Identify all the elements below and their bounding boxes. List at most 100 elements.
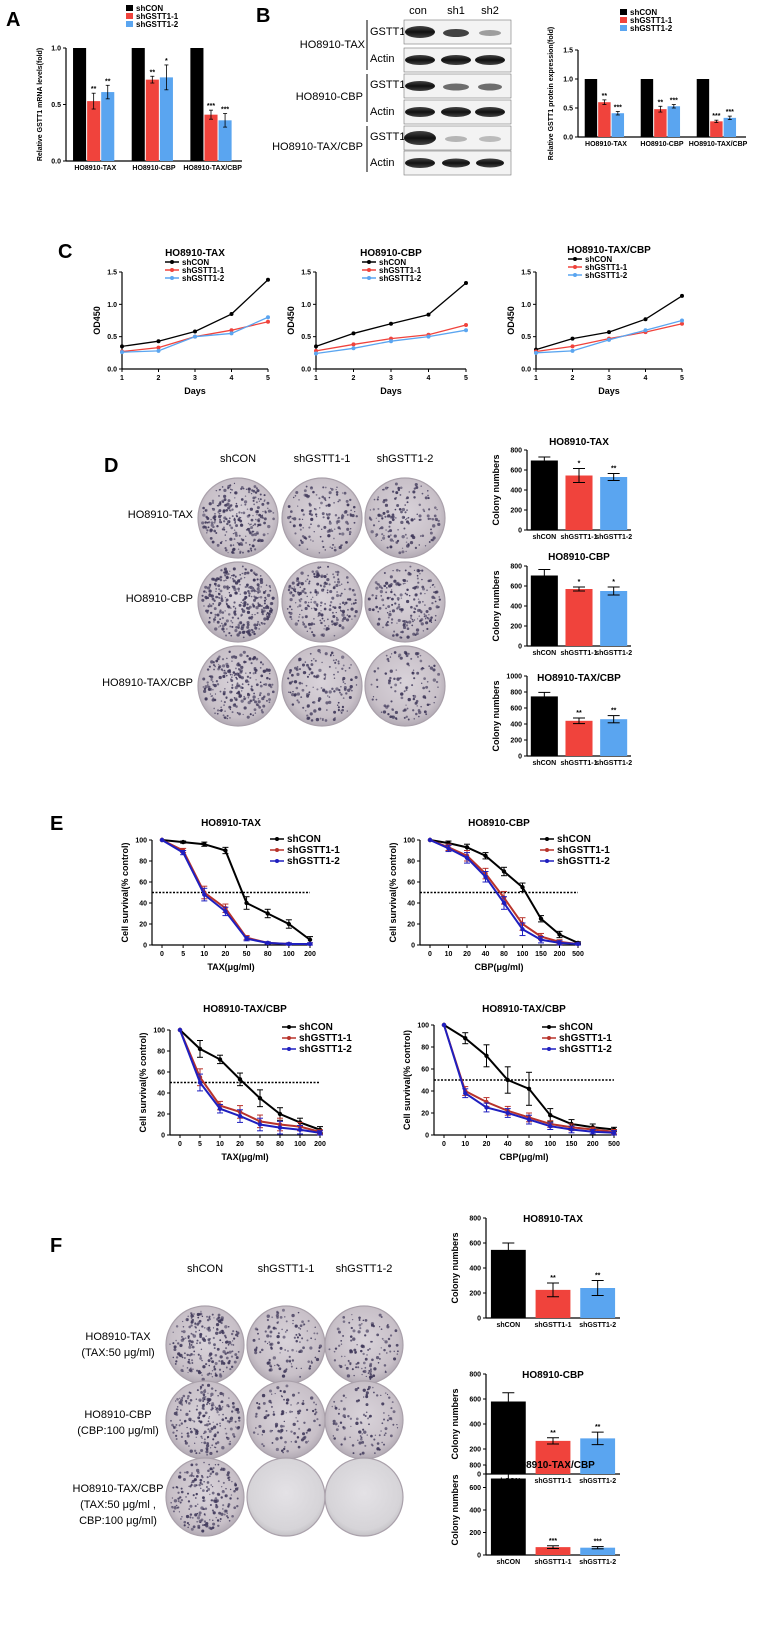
- colony-dot: [354, 675, 358, 679]
- colony-dot: [236, 677, 238, 680]
- colony-dot: [271, 596, 275, 600]
- colony-dot: [172, 1342, 175, 1345]
- colony-dot: [436, 519, 438, 522]
- colony-dot: [333, 548, 337, 552]
- colony-dot: [331, 1405, 334, 1408]
- colony-dot: [193, 1479, 195, 1482]
- colony-dot: [300, 509, 304, 512]
- colony-dot: [404, 569, 407, 572]
- colony-dot: [226, 502, 230, 506]
- colony-dot: [309, 1365, 312, 1368]
- colony-dot: [423, 677, 426, 680]
- plate-row-label: HO8910-TAX/CBP: [73, 1483, 164, 1495]
- colony-dot: [310, 607, 313, 610]
- colony-dot: [234, 521, 237, 523]
- colony-dot: [307, 1440, 310, 1442]
- colony-dot: [226, 1516, 229, 1519]
- colony-dot: [302, 706, 305, 709]
- y-axis-label: Colony numbers: [450, 1474, 460, 1545]
- colony-dot: [323, 497, 326, 500]
- colony-dot: [296, 666, 299, 668]
- legend-label: shCON: [557, 834, 591, 845]
- colony-dot: [200, 1487, 202, 1490]
- colony-dot: [286, 1449, 289, 1453]
- x-tick-label: 80: [500, 951, 508, 958]
- colony-dot: [210, 1484, 212, 1486]
- colony-dot: [291, 581, 295, 585]
- colony-dot: [283, 1447, 286, 1451]
- colony-dot: [286, 608, 289, 610]
- colony-dot: [215, 584, 217, 587]
- colony-dot: [248, 605, 252, 609]
- bar: [190, 48, 204, 161]
- colony-dot: [222, 1481, 225, 1484]
- y-tick-label: 0: [518, 528, 522, 535]
- colony-dot: [247, 629, 251, 633]
- colony-dot: [229, 1367, 232, 1371]
- colony-dot: [233, 482, 236, 485]
- colony-dot: [218, 1414, 220, 1416]
- colony-dot: [219, 1339, 222, 1342]
- significance-label: **: [576, 710, 582, 717]
- colony-dot: [170, 1502, 172, 1504]
- significance-label: **: [105, 78, 111, 85]
- colony-dot: [392, 634, 395, 637]
- colony-dot: [330, 487, 332, 490]
- colony-dot: [269, 1368, 273, 1372]
- colony-dot: [318, 1344, 323, 1348]
- data-point: [389, 321, 393, 326]
- colony-dot: [437, 522, 441, 527]
- colony-dot: [312, 658, 315, 660]
- colony-dot: [228, 524, 232, 527]
- colony-dot: [259, 667, 262, 669]
- colony-dot: [212, 1421, 214, 1423]
- colony-dot: [298, 1409, 302, 1413]
- colony-dot: [205, 1423, 209, 1427]
- colony-dot: [400, 636, 403, 639]
- colony-dot: [202, 1365, 206, 1369]
- y-tick-label: 100: [153, 1028, 165, 1035]
- colony-dot: [405, 715, 408, 718]
- colony-dot: [361, 1433, 363, 1435]
- legend-swatch: [126, 21, 133, 27]
- colony-dot: [331, 529, 334, 533]
- colony-dot: [428, 541, 431, 543]
- colony-dot: [352, 1329, 356, 1333]
- x-tick-label: shCON: [532, 760, 556, 767]
- colony-dot: [408, 594, 411, 597]
- y-tick-label: 1.5: [563, 48, 573, 55]
- colony-dot: [290, 1404, 292, 1406]
- colony-dot: [206, 1453, 208, 1456]
- x-tick-label: 40: [482, 951, 490, 958]
- colony-plates-F: shCON shGSTT1-1 shGSTT1-2 HO8910-TAX (TA…: [73, 1263, 404, 1537]
- colony-dot: [240, 615, 242, 617]
- colony-dot: [260, 586, 262, 588]
- colony-dot: [207, 1469, 210, 1473]
- colony-dot: [214, 1406, 217, 1408]
- colony-dot: [250, 549, 253, 552]
- colony-dot: [345, 601, 348, 604]
- y-tick-label: 800: [469, 1216, 481, 1223]
- colony-dot: [386, 1325, 390, 1329]
- y-tick-label: 0.5: [107, 334, 117, 341]
- colony-dot: [347, 615, 351, 618]
- colony-dot: [250, 662, 253, 665]
- colony-dot: [216, 613, 220, 617]
- colony-dot: [335, 616, 338, 619]
- colony-dot: [243, 500, 248, 504]
- bar: [145, 79, 159, 161]
- colony-dot: [413, 569, 416, 572]
- colony-dot: [225, 672, 228, 675]
- blot-band: [405, 55, 435, 65]
- colony-dot: [245, 535, 247, 537]
- colony-dot: [203, 1430, 207, 1434]
- data-point: [257, 1096, 263, 1101]
- colony-dot: [174, 1434, 178, 1437]
- colony-dot: [269, 1335, 272, 1338]
- colony-dot: [405, 519, 407, 521]
- colony-dot: [360, 1436, 363, 1439]
- colony-dot: [172, 1356, 175, 1359]
- colony-dot: [243, 591, 247, 595]
- colony-dot: [272, 1411, 275, 1413]
- colony-dot: [414, 483, 418, 487]
